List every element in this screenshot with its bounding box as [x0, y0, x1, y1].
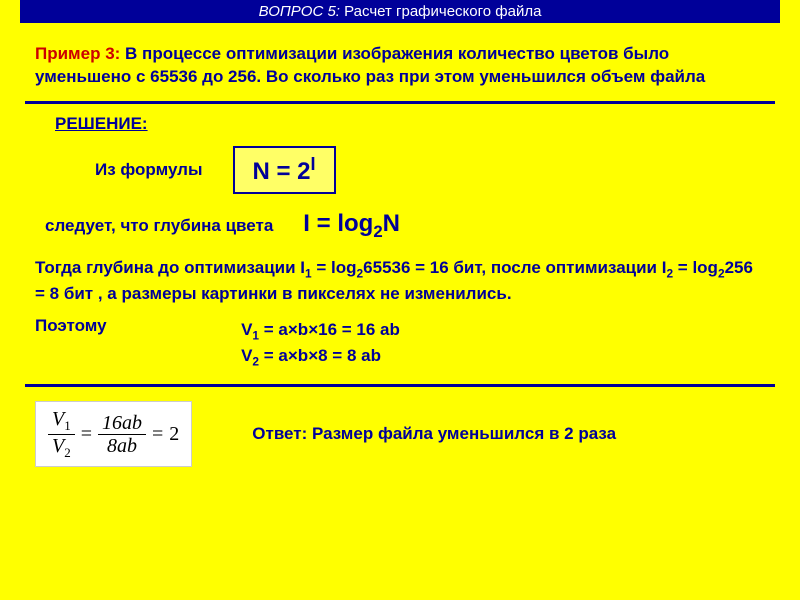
equals-1: = [81, 423, 92, 446]
depth-formula: I = log2N [303, 210, 400, 242]
follows-row: следует, что глубина цвета I = log2N [45, 210, 765, 242]
depth-paragraph: Тогда глубина до оптимизации I1 = log265… [35, 256, 765, 306]
equation-v1: V1 = a×b×16 = 16 ab [241, 320, 400, 342]
problem-statement: Пример 3: В процессе оптимизации изображ… [35, 43, 765, 89]
from-formula-text: Из формулы [95, 160, 203, 180]
header-title: Расчет графического файла [344, 3, 541, 20]
divider-bottom [25, 384, 775, 387]
answer-row: V1 V2 = 16ab 8ab = 2 Ответ: Размер файла… [35, 401, 765, 467]
answer-text: Ответ: Размер файла уменьшился в 2 раза [252, 423, 616, 446]
therefore-block: Поэтому V1 = a×b×16 = 16 ab V2 = a×b×8 =… [35, 316, 765, 373]
slide-header: ВОПРОС 5: Расчет графического файла [20, 0, 780, 23]
formula-row: Из формулы N = 2I [95, 146, 765, 194]
equation-v2: V2 = a×b×8 = 8 ab [241, 346, 400, 368]
problem-text: В процессе оптимизации изображения колич… [35, 44, 705, 86]
main-formula: N = 2I [233, 146, 336, 194]
divider-top [25, 101, 775, 104]
solution-label: РЕШЕНИЕ: [55, 114, 765, 134]
frac-result: 2 [169, 423, 179, 446]
frac-mid-num: 16ab [98, 412, 146, 435]
equals-2: = [152, 423, 163, 446]
slide-content: Пример 3: В процессе оптимизации изображ… [0, 23, 800, 467]
frac-mid-den: 8ab [103, 435, 141, 457]
frac-left-den: V2 [48, 435, 75, 460]
therefore-label: Поэтому [35, 316, 107, 336]
fraction-expression: V1 V2 = 16ab 8ab = 2 [35, 401, 192, 467]
frac-left-num: V1 [48, 408, 75, 434]
question-number: ВОПРОС 5: [259, 3, 340, 20]
example-label: Пример 3: [35, 44, 120, 63]
follows-text: следует, что глубина цвета [45, 216, 273, 236]
